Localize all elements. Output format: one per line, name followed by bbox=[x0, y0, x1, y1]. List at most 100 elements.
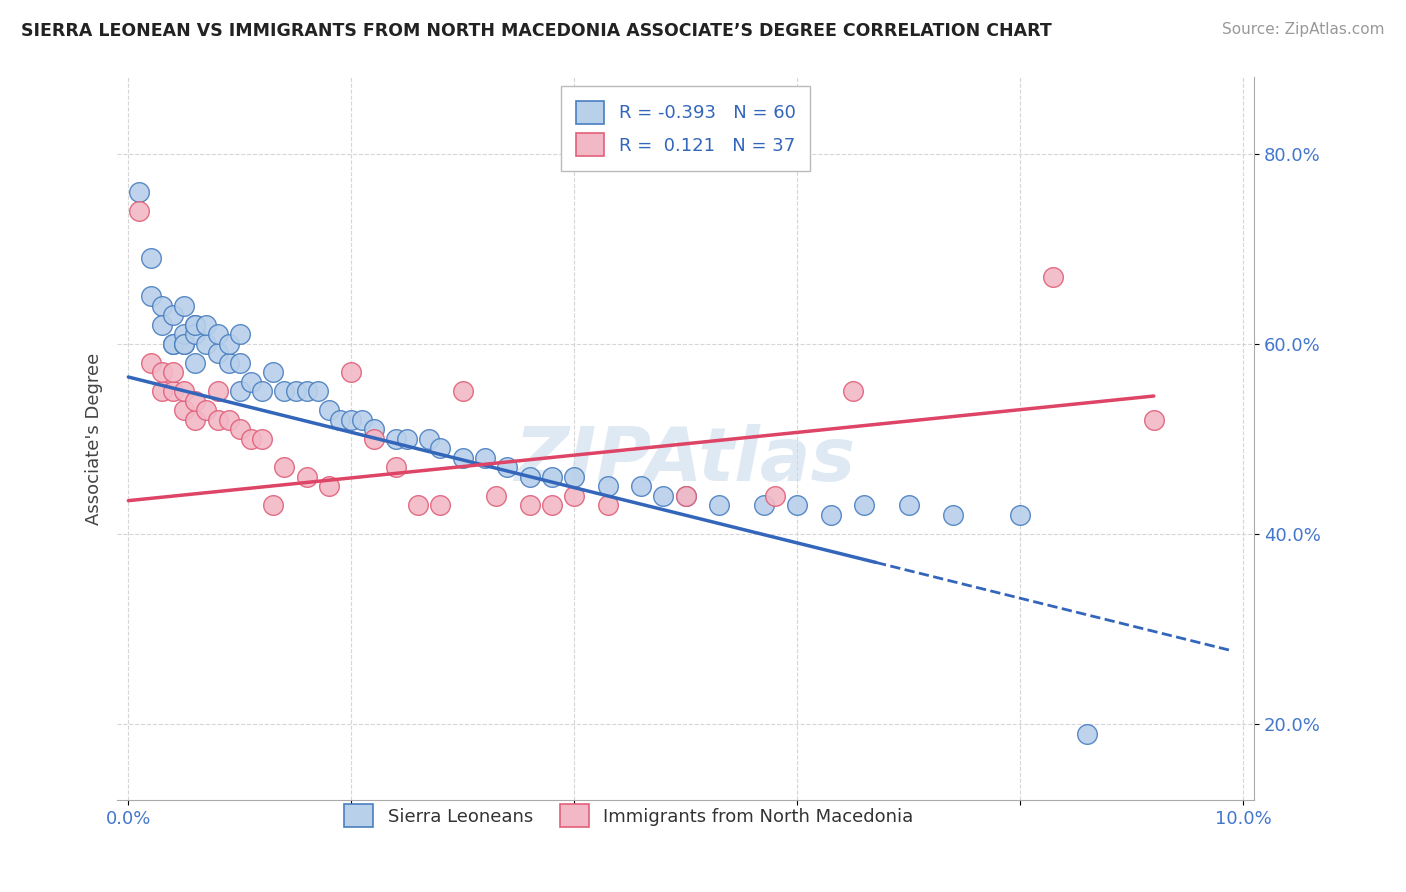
Point bbox=[652, 489, 675, 503]
Point bbox=[763, 489, 786, 503]
Point bbox=[139, 251, 162, 265]
Point bbox=[250, 432, 273, 446]
Point bbox=[184, 413, 207, 427]
Point bbox=[150, 318, 173, 332]
Point bbox=[218, 356, 240, 370]
Point bbox=[842, 384, 865, 399]
Point bbox=[184, 318, 207, 332]
Point bbox=[162, 336, 184, 351]
Point bbox=[229, 422, 252, 436]
Point bbox=[519, 470, 541, 484]
Point bbox=[295, 470, 318, 484]
Point bbox=[451, 384, 474, 399]
Point bbox=[173, 299, 195, 313]
Point bbox=[496, 460, 519, 475]
Point bbox=[942, 508, 965, 522]
Point bbox=[207, 413, 229, 427]
Point bbox=[363, 432, 385, 446]
Point bbox=[173, 403, 195, 417]
Point bbox=[273, 460, 295, 475]
Point bbox=[195, 403, 218, 417]
Point bbox=[218, 413, 240, 427]
Text: Source: ZipAtlas.com: Source: ZipAtlas.com bbox=[1222, 22, 1385, 37]
Point bbox=[318, 479, 340, 493]
Point bbox=[352, 413, 374, 427]
Point bbox=[162, 384, 184, 399]
Point bbox=[128, 185, 150, 199]
Point bbox=[184, 393, 207, 408]
Point bbox=[1008, 508, 1031, 522]
Point bbox=[184, 327, 207, 342]
Point bbox=[250, 384, 273, 399]
Point bbox=[307, 384, 329, 399]
Point bbox=[162, 308, 184, 322]
Point bbox=[329, 413, 352, 427]
Point bbox=[173, 327, 195, 342]
Point bbox=[273, 384, 295, 399]
Point bbox=[150, 384, 173, 399]
Point bbox=[318, 403, 340, 417]
Point bbox=[596, 499, 619, 513]
Point bbox=[786, 499, 808, 513]
Point bbox=[406, 499, 429, 513]
Point bbox=[262, 365, 284, 379]
Point bbox=[195, 318, 218, 332]
Point bbox=[128, 203, 150, 218]
Point bbox=[474, 450, 496, 465]
Point bbox=[1143, 413, 1166, 427]
Point bbox=[675, 489, 697, 503]
Point bbox=[385, 460, 408, 475]
Point bbox=[340, 413, 363, 427]
Point bbox=[395, 432, 418, 446]
Point bbox=[596, 479, 619, 493]
Point bbox=[1076, 726, 1098, 740]
Point bbox=[239, 432, 262, 446]
Point bbox=[262, 499, 284, 513]
Point bbox=[184, 356, 207, 370]
Point bbox=[284, 384, 307, 399]
Point bbox=[207, 327, 229, 342]
Text: ZIPAtlas: ZIPAtlas bbox=[515, 424, 856, 497]
Point bbox=[139, 356, 162, 370]
Point bbox=[162, 336, 184, 351]
Point bbox=[519, 499, 541, 513]
Point bbox=[139, 289, 162, 303]
Point bbox=[207, 384, 229, 399]
Point bbox=[675, 489, 697, 503]
Point bbox=[173, 336, 195, 351]
Legend: Sierra Leoneans, Immigrants from North Macedonia: Sierra Leoneans, Immigrants from North M… bbox=[337, 797, 921, 835]
Point bbox=[820, 508, 842, 522]
Y-axis label: Associate's Degree: Associate's Degree bbox=[86, 352, 103, 525]
Point bbox=[562, 489, 585, 503]
Point bbox=[173, 384, 195, 399]
Point bbox=[229, 356, 252, 370]
Point bbox=[429, 499, 451, 513]
Point bbox=[340, 365, 363, 379]
Point bbox=[229, 327, 252, 342]
Point bbox=[541, 499, 564, 513]
Point bbox=[162, 365, 184, 379]
Point bbox=[752, 499, 775, 513]
Point bbox=[173, 336, 195, 351]
Point bbox=[852, 499, 875, 513]
Point bbox=[385, 432, 408, 446]
Point bbox=[195, 336, 218, 351]
Point bbox=[150, 299, 173, 313]
Point bbox=[429, 442, 451, 456]
Point bbox=[451, 450, 474, 465]
Point bbox=[485, 489, 508, 503]
Point bbox=[897, 499, 920, 513]
Point bbox=[541, 470, 564, 484]
Point bbox=[184, 318, 207, 332]
Text: SIERRA LEONEAN VS IMMIGRANTS FROM NORTH MACEDONIA ASSOCIATE’S DEGREE CORRELATION: SIERRA LEONEAN VS IMMIGRANTS FROM NORTH … bbox=[21, 22, 1052, 40]
Point bbox=[295, 384, 318, 399]
Point bbox=[418, 432, 440, 446]
Point bbox=[707, 499, 730, 513]
Point bbox=[218, 336, 240, 351]
Point bbox=[150, 365, 173, 379]
Point bbox=[207, 346, 229, 360]
Point bbox=[239, 375, 262, 389]
Point bbox=[1042, 270, 1064, 285]
Point bbox=[562, 470, 585, 484]
Point bbox=[630, 479, 652, 493]
